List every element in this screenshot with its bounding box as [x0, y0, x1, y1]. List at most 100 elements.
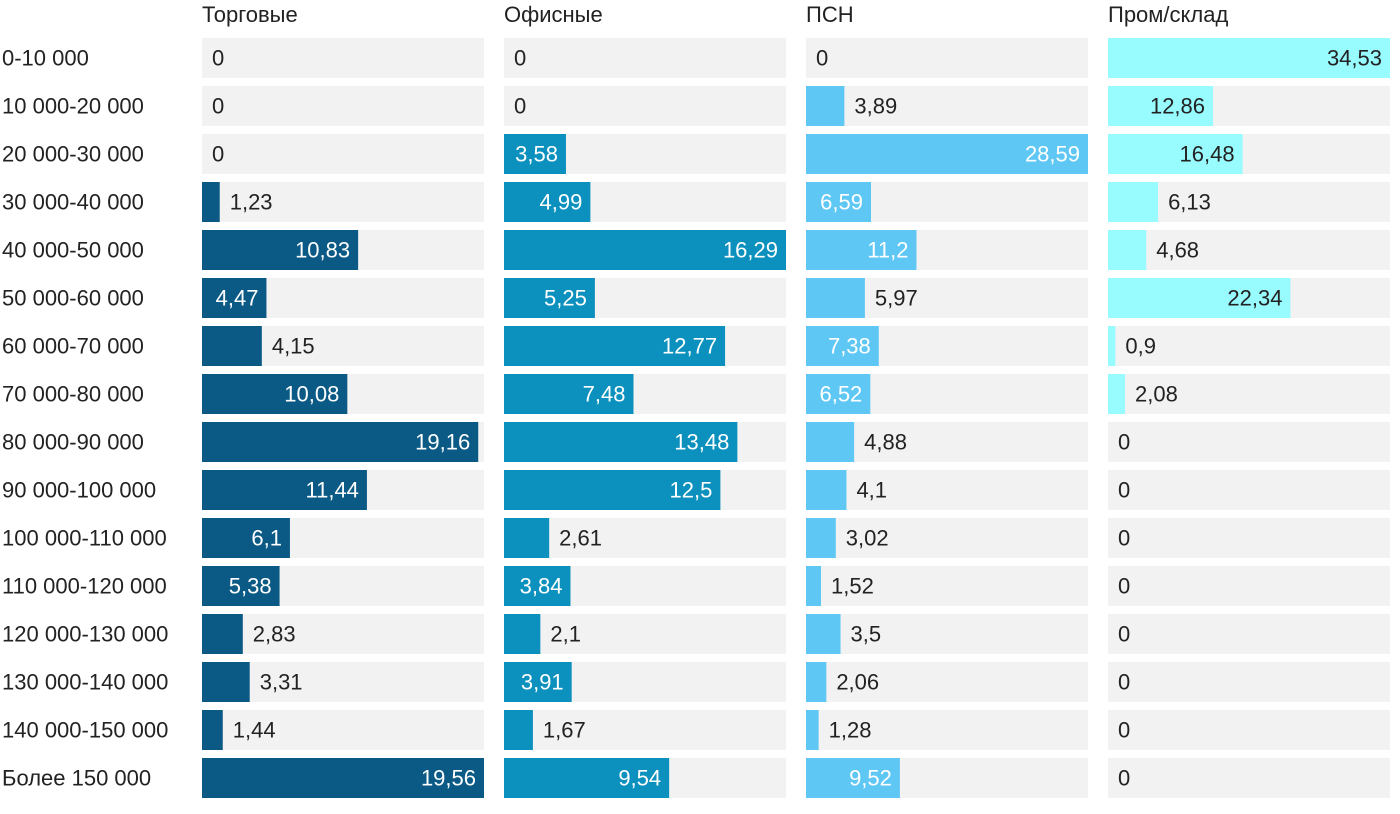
- bar: [504, 326, 726, 366]
- bar: [806, 326, 879, 366]
- bar: [806, 230, 917, 270]
- bar: [504, 614, 541, 654]
- category-label: 140 000-150 000: [2, 718, 168, 743]
- bar-track: [1108, 614, 1390, 654]
- bar-track: [1108, 518, 1390, 558]
- data-label: 3,31: [260, 670, 303, 695]
- data-label: 6,13: [1168, 190, 1211, 215]
- bar-track: [202, 86, 484, 126]
- data-label: 0: [514, 46, 526, 71]
- bar: [202, 326, 262, 366]
- data-label: 4,15: [272, 334, 315, 359]
- category-label: 100 000-110 000: [2, 526, 167, 551]
- data-label: 0: [1118, 430, 1130, 455]
- bar-track: [202, 38, 484, 78]
- bar-track: [806, 710, 1088, 750]
- data-label: 3,58: [515, 142, 558, 167]
- data-label: 5,25: [544, 286, 587, 311]
- data-label: 4,47: [216, 286, 259, 311]
- bar: [806, 422, 855, 462]
- series-header-0: Торговые: [202, 2, 298, 27]
- data-label: 12,5: [670, 478, 713, 503]
- bar-track: [504, 86, 786, 126]
- bar: [202, 518, 290, 558]
- bar: [504, 566, 571, 606]
- bar-track: [1108, 470, 1390, 510]
- bar: [504, 710, 533, 750]
- data-label: 4,99: [540, 190, 583, 215]
- bar: [504, 134, 566, 174]
- data-label: 4,68: [1156, 238, 1199, 263]
- category-label: Более 150 000: [2, 766, 151, 791]
- bar-track: [202, 134, 484, 174]
- bar-track: [806, 614, 1088, 654]
- data-label: 1,23: [230, 190, 273, 215]
- data-label: 2,61: [559, 526, 602, 551]
- bar: [1108, 182, 1159, 222]
- data-label: 6,1: [251, 526, 282, 551]
- data-label: 0: [212, 142, 224, 167]
- data-label: 4,1: [856, 478, 887, 503]
- bar: [806, 182, 872, 222]
- category-label: 130 000-140 000: [2, 670, 168, 695]
- bar: [1108, 374, 1125, 414]
- data-label: 2,83: [253, 622, 296, 647]
- category-label: 90 000-100 000: [2, 478, 156, 503]
- data-label: 1,67: [543, 718, 586, 743]
- bar-track: [1108, 662, 1390, 702]
- bar-track: [202, 710, 484, 750]
- data-label: 0: [1118, 670, 1130, 695]
- category-label: 50 000-60 000: [2, 286, 144, 311]
- bar: [202, 710, 223, 750]
- data-label: 5,97: [875, 286, 918, 311]
- bar-track: [504, 614, 786, 654]
- data-label: 10,83: [295, 238, 350, 263]
- bar: [806, 710, 819, 750]
- data-label: 2,08: [1135, 382, 1178, 407]
- bar: [806, 662, 827, 702]
- data-label: 4,88: [864, 430, 907, 455]
- bar-track: [504, 710, 786, 750]
- data-label: 0: [816, 46, 828, 71]
- bar: [202, 182, 220, 222]
- bar-track: [806, 38, 1088, 78]
- data-label: 2,06: [836, 670, 879, 695]
- bar: [202, 566, 280, 606]
- bar-track: [1108, 758, 1390, 798]
- bar: [504, 374, 634, 414]
- bar-track: [504, 518, 786, 558]
- data-label: 7,38: [828, 334, 871, 359]
- category-label: 120 000-130 000: [2, 622, 168, 647]
- bar-track: [1108, 422, 1390, 462]
- bar: [806, 758, 900, 798]
- bar: [202, 662, 250, 702]
- bar: [806, 566, 821, 606]
- data-label: 3,91: [521, 670, 564, 695]
- bar: [504, 182, 591, 222]
- bar: [202, 422, 479, 462]
- data-label: 6,52: [819, 382, 862, 407]
- bar: [1108, 86, 1214, 126]
- series-header-2: ПСН: [806, 2, 854, 27]
- bar: [1108, 38, 1390, 78]
- data-label: 1,52: [831, 574, 874, 599]
- data-label: 16,29: [723, 238, 778, 263]
- bar: [202, 230, 359, 270]
- data-label: 0: [1118, 574, 1130, 599]
- data-label: 0: [212, 46, 224, 71]
- bar: [202, 374, 348, 414]
- bar: [806, 518, 836, 558]
- data-label: 16,48: [1180, 142, 1235, 167]
- bar-track: [1108, 710, 1390, 750]
- data-label: 1,44: [233, 718, 276, 743]
- category-label: 10 000-20 000: [2, 94, 144, 119]
- data-label: 2,1: [550, 622, 581, 647]
- bar-track: [1108, 326, 1390, 366]
- bar-track: [806, 518, 1088, 558]
- data-label: 28,59: [1025, 142, 1080, 167]
- bar: [504, 470, 721, 510]
- data-label: 0: [212, 94, 224, 119]
- data-label: 0: [1118, 766, 1130, 791]
- category-label: 60 000-70 000: [2, 334, 144, 359]
